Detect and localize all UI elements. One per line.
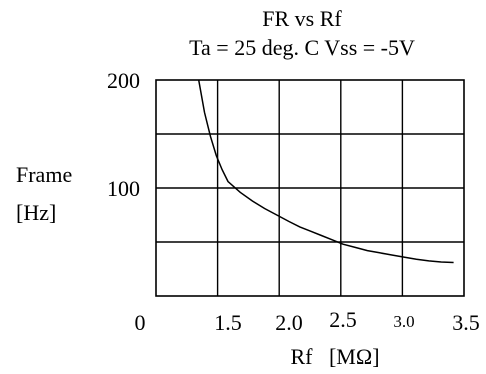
y-axis-label-line1: Frame <box>16 162 72 187</box>
y-tick-labels: 100 200 <box>107 68 140 201</box>
x-tick-label: 2.5 <box>329 307 357 332</box>
x-axis-label: Rf [MΩ] <box>290 344 379 369</box>
chart-title: FR vs Rf <box>262 6 342 31</box>
x-tick-label: 1.5 <box>214 310 242 335</box>
x-tick-label: 0 <box>135 310 146 335</box>
x-tick-label: 3.0 <box>393 312 414 331</box>
x-tick-labels: 0 1.5 2.0 2.5 3.0 3.5 <box>135 307 480 335</box>
series-line-fr <box>197 79 454 264</box>
plot-frame <box>155 79 465 297</box>
y-tick-label: 200 <box>107 68 140 93</box>
chart-grid <box>156 80 464 296</box>
y-tick-label: 100 <box>107 176 140 201</box>
x-tick-label: 3.5 <box>452 310 480 335</box>
x-tick-label: 2.0 <box>275 310 303 335</box>
y-axis-label-line2: [Hz] <box>16 200 56 225</box>
chart-subtitle: Ta = 25 deg. C Vss = -5V <box>189 35 415 60</box>
